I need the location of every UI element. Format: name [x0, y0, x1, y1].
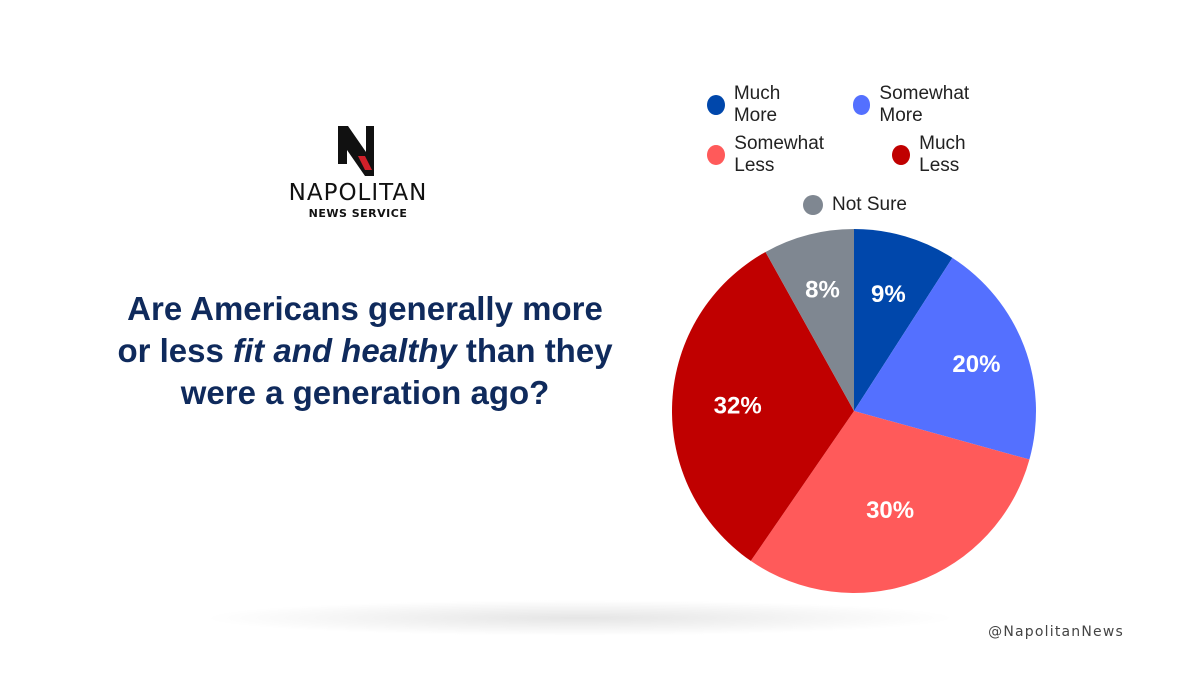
question-title: Are Americans generally more or less fit… — [115, 288, 615, 414]
legend-label-somewhat-less: Somewhat Less — [734, 133, 825, 176]
legend-swatch-somewhat-less — [707, 145, 726, 165]
legend-swatch-not-sure — [803, 195, 823, 215]
pie-slice-much-more — [854, 229, 953, 411]
social-handle: @NapolitanNews — [988, 624, 1124, 640]
pie-label-much-less: 32% — [714, 393, 762, 420]
pie-slice-somewhat-less — [750, 411, 1030, 593]
chart-legend: Much More Somewhat More Somewhat Less Mu… — [690, 80, 1020, 230]
legend-item-much-more: Much More — [707, 83, 819, 127]
question-emphasis: fit and healthy — [233, 332, 457, 369]
question-part-1: Are Americans generally more or less — [117, 290, 603, 369]
pie-label-somewhat-more: 20% — [952, 351, 1000, 378]
legend-item-somewhat-less: Somewhat Less — [707, 133, 858, 177]
legend-label-somewhat-more: Somewhat More — [879, 83, 970, 126]
legend-swatch-somewhat-more — [852, 95, 871, 115]
legend-row-2: Somewhat Less Much Less — [690, 130, 1020, 180]
napolitan-logo: NAPOLITAN NEWS SERVICE — [278, 126, 438, 220]
pie-label-somewhat-less: 30% — [866, 497, 914, 524]
legend-item-much-less: Much Less — [891, 133, 1003, 177]
pie-label-much-more: 9% — [871, 281, 906, 308]
legend-row-1: Much More Somewhat More — [690, 80, 1020, 130]
logo-name: NAPOLITAN — [288, 180, 428, 206]
pie-slice-not-sure — [765, 229, 854, 411]
legend-label-much-more: Much More — [733, 83, 781, 126]
pie-label-not-sure: 8% — [805, 276, 840, 303]
legend-item-not-sure: Not Sure — [803, 194, 907, 216]
legend-swatch-much-less — [891, 145, 911, 165]
pie-slice-somewhat-more — [854, 257, 1037, 460]
question-part-2: than they were a generation ago? — [180, 332, 613, 411]
card-shadow — [200, 600, 960, 636]
napolitan-n-logo-icon — [338, 126, 374, 176]
logo-subtitle: NEWS SERVICE — [308, 207, 408, 220]
legend-label-not-sure: Not Sure — [832, 194, 907, 215]
pie-chart: 9% 20% 30% 32% 8% — [672, 229, 1037, 593]
pie-slice-much-less — [672, 251, 854, 561]
legend-item-somewhat-more: Somewhat More — [852, 83, 1003, 127]
legend-swatch-much-more — [707, 95, 725, 115]
legend-label-much-less: Much Less — [919, 133, 966, 176]
legend-row-3: Not Sure — [690, 180, 1020, 230]
